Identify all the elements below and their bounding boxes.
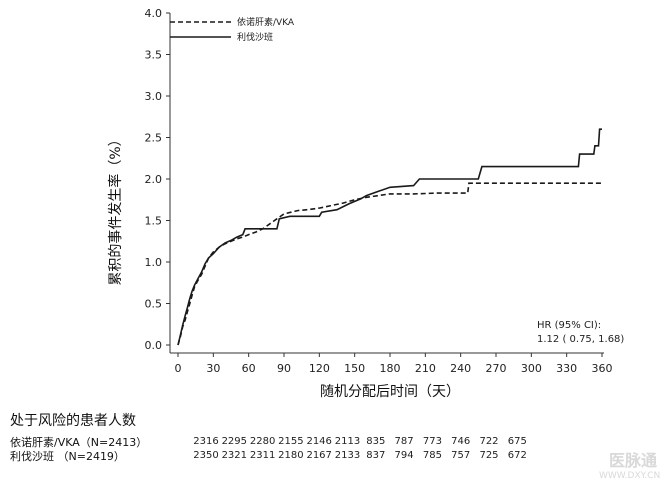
x-tick-label: 270 (486, 362, 507, 375)
axes (166, 12, 604, 357)
risk-cell: 2133 (334, 450, 361, 461)
x-tick-label: 120 (309, 362, 330, 375)
risk-row-label: 利伐沙班 （N=2419） (10, 450, 125, 463)
x-tick-label: 360 (592, 362, 613, 375)
y-tick-label: 4.0 (145, 7, 163, 20)
hr-value: 1.12 ( 0.75, 1.68) (537, 334, 624, 345)
risk-cell: 722 (479, 436, 499, 447)
x-tick-label: 240 (450, 362, 471, 375)
risk-cell: 2146 (306, 436, 332, 447)
hr-label: HR (95% CI): (537, 320, 601, 331)
risk-cell: 746 (451, 436, 471, 447)
x-axis-title: 随机分配后时间（天） (320, 384, 460, 400)
x-tick-label: 60 (242, 362, 256, 375)
risk-cell: 2316 (193, 436, 219, 447)
x-tick-label: 330 (556, 362, 577, 375)
risk-cell: 773 (422, 436, 442, 447)
legend-label: 利伐沙班 (237, 31, 273, 43)
risk-cell: 725 (479, 450, 499, 461)
risk-cell: 2280 (249, 436, 276, 447)
risk-cell: 2295 (221, 436, 248, 447)
x-tick-label: 90 (277, 362, 291, 375)
risk-cell: 785 (422, 450, 442, 461)
risk-table-title: 处于风险的患者人数 (10, 413, 136, 429)
y-tick-label: 1.0 (145, 256, 163, 269)
watermark-url: WWW.DXY.CN (599, 471, 661, 481)
risk-cell: 2155 (278, 436, 304, 447)
x-tick-label: 300 (521, 362, 542, 375)
y-tick-label: 3.0 (145, 90, 163, 103)
tick-labels: 0 30 60 90 120 150 180 210 240 270 300 330 360 0.0 0.5… (145, 7, 613, 375)
x-tick-label: 180 (380, 362, 401, 375)
series-line-rivaroxaban (177, 128, 602, 346)
y-tick-label: 0.5 (145, 298, 163, 311)
km-chart: 0 30 60 90 120 150 180 210 240 270 300 330 360 0.0 0.5… (107, 7, 624, 400)
x-tick-label: 150 (344, 362, 365, 375)
risk-cell: 2350 (193, 450, 219, 461)
y-tick-label: 0.0 (145, 339, 163, 352)
risk-cell: 787 (394, 436, 414, 447)
risk-cell: 675 (507, 436, 527, 447)
y-tick-label: 2.0 (145, 173, 163, 186)
x-tick-label: 210 (415, 362, 436, 375)
y-tick-label: 2.5 (145, 132, 163, 145)
watermark: 医脉通 WWW.DXY.CN (599, 447, 660, 481)
risk-cell: 2180 (278, 450, 304, 461)
risk-cell: 837 (366, 450, 386, 461)
risk-cell: 2311 (249, 450, 276, 461)
risk-cell: 2167 (306, 450, 332, 461)
series-line-enoxaparin (177, 182, 602, 346)
risk-row-label: 依诺肝素/VKA（N=2413） (10, 436, 148, 449)
legend-label: 依诺肝素/VKA (237, 16, 295, 28)
series-layer (177, 128, 602, 346)
watermark-logo: 医脉通 (608, 451, 657, 470)
risk-cell: 794 (394, 450, 414, 461)
risk-cell: 2321 (221, 450, 248, 461)
y-tick-label: 3.5 (145, 49, 163, 62)
x-tick-label: 0 (175, 362, 182, 375)
risk-cell: 835 (366, 436, 386, 447)
legend: 依诺肝素/VKA 利伐沙班 (170, 16, 295, 43)
x-tick-label: 30 (206, 362, 220, 375)
risk-cell: 757 (451, 450, 471, 461)
risk-cell: 672 (507, 450, 527, 461)
y-tick-label: 1.5 (145, 215, 163, 228)
risk-cell: 2113 (334, 436, 361, 447)
y-axis-title: 累积的事件发生率（%） (107, 132, 124, 285)
